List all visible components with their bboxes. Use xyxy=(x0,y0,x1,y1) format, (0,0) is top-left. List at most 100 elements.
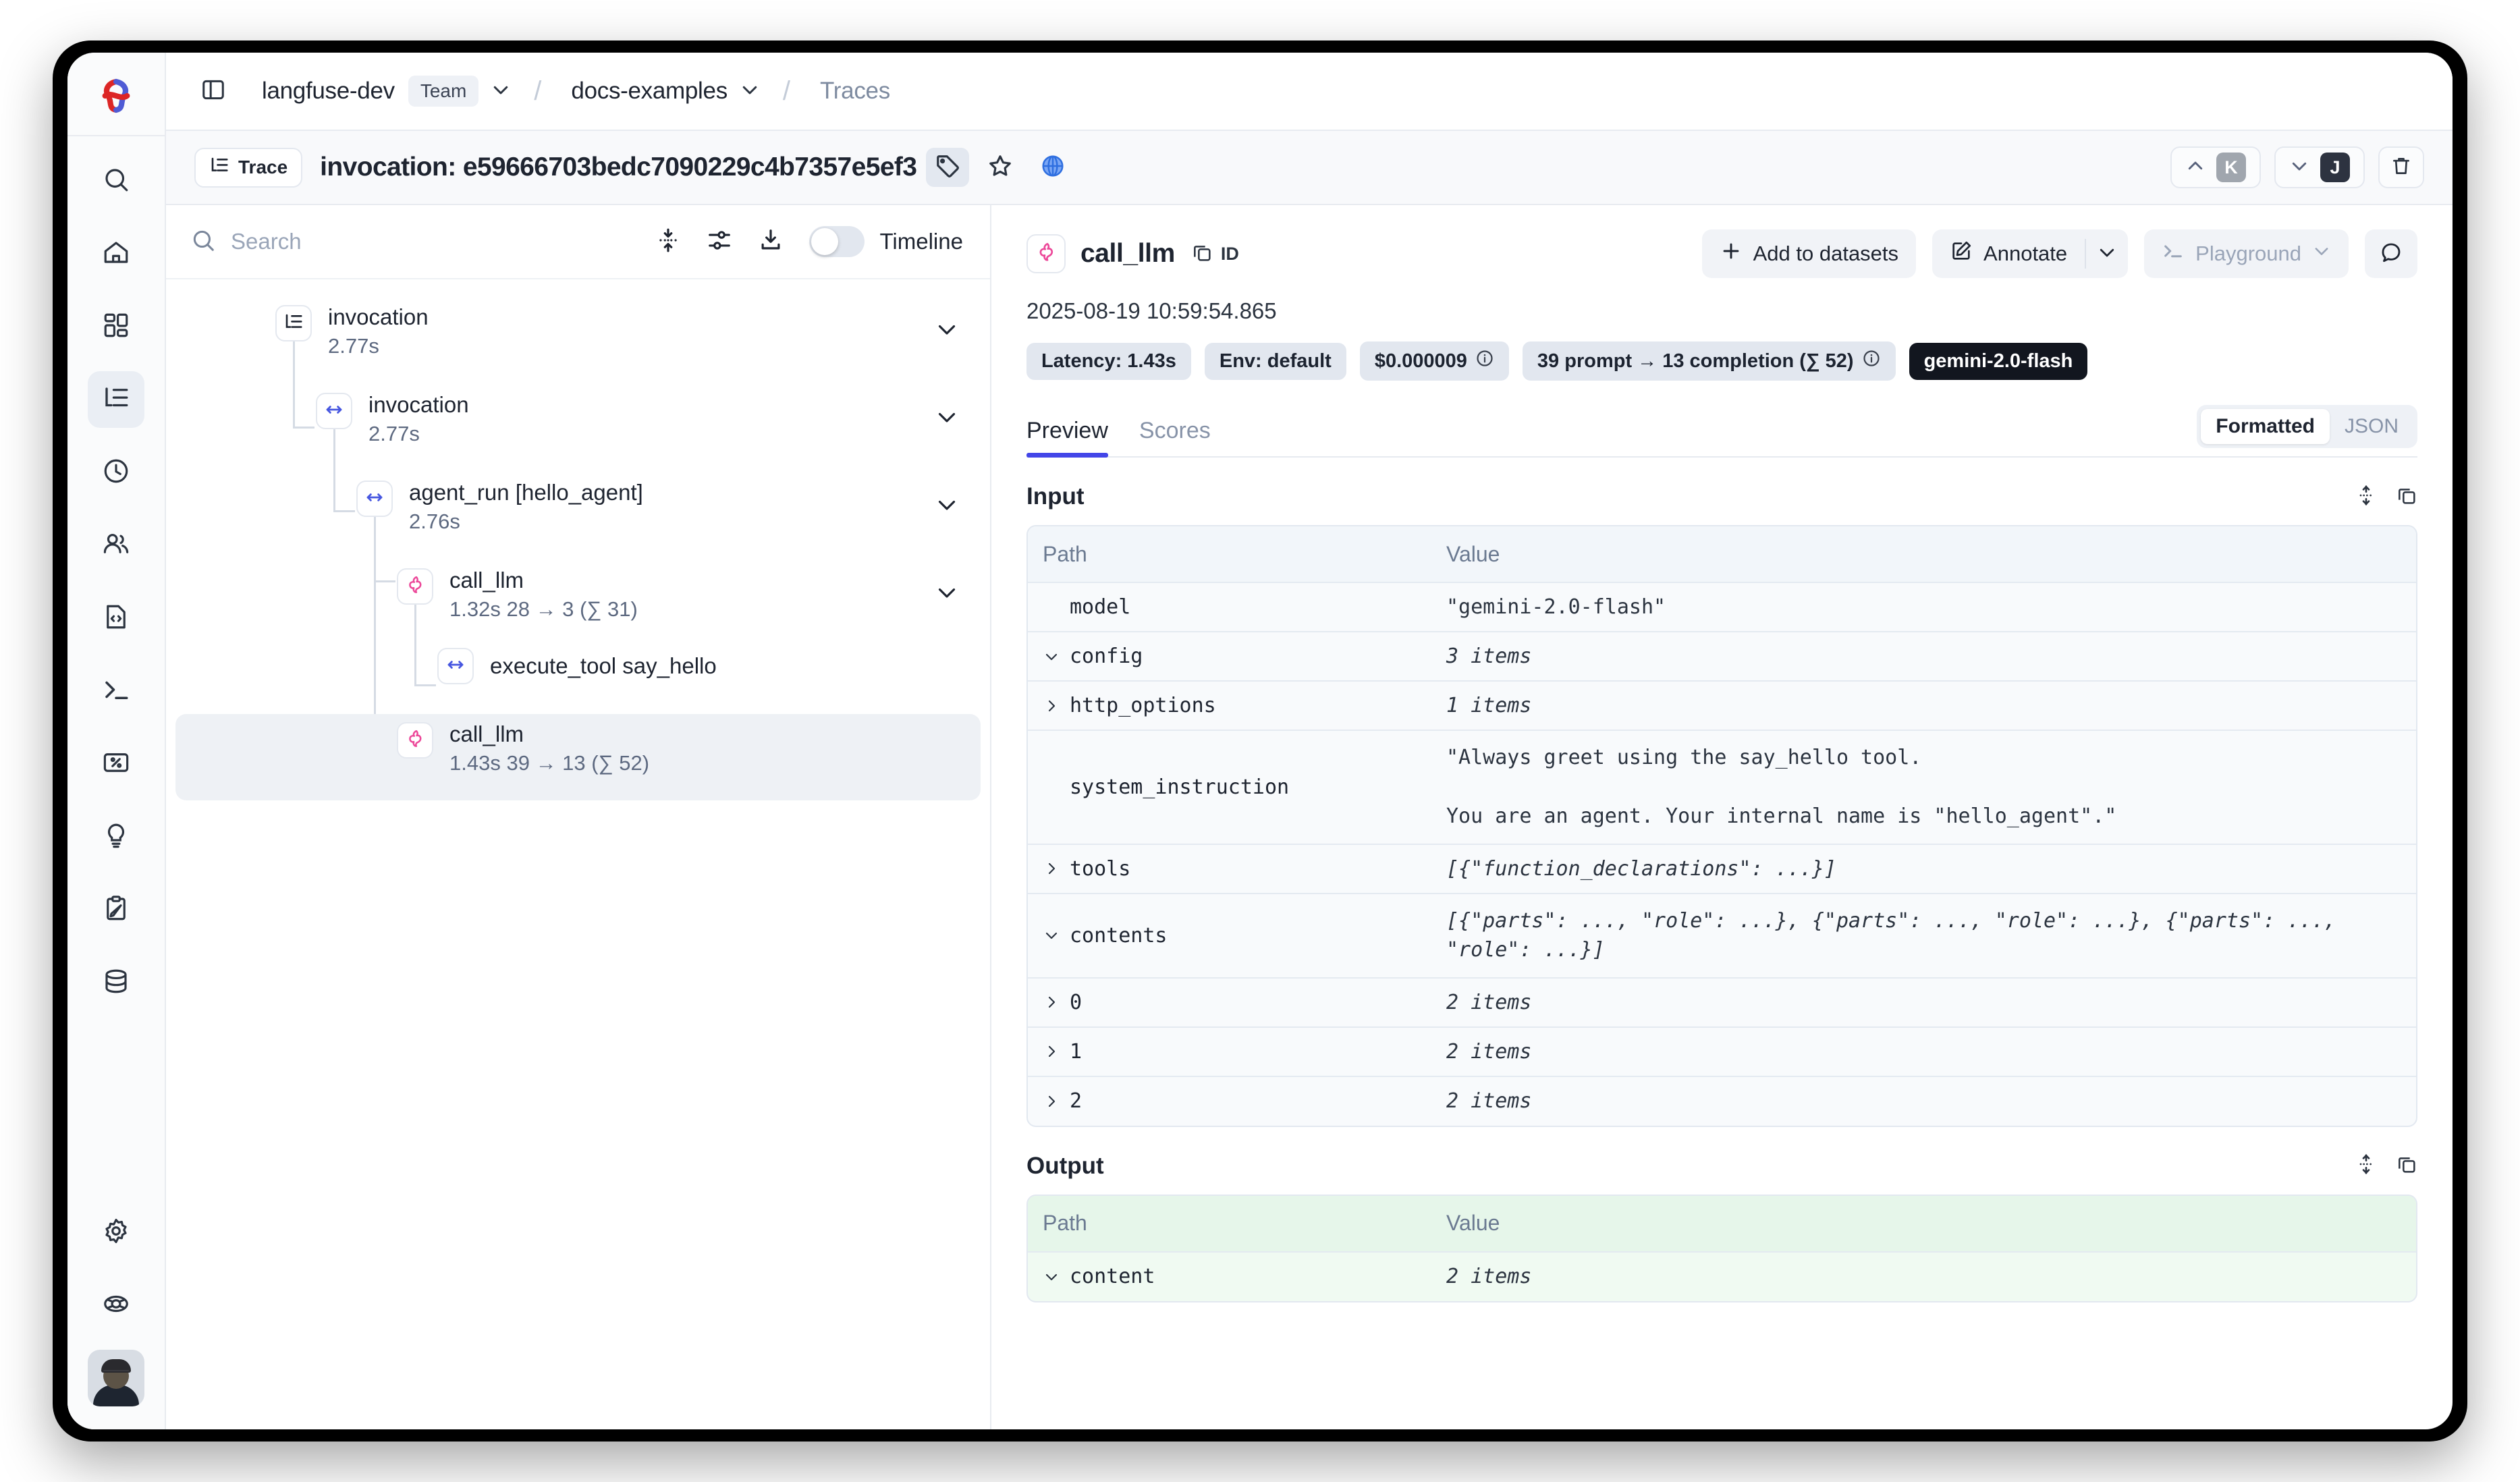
sidebar-item-playground[interactable] xyxy=(88,663,144,719)
tree-line xyxy=(333,510,355,512)
column-header-path: Path xyxy=(1042,541,1087,566)
breadcrumb-section[interactable]: Traces xyxy=(820,78,890,104)
chevron-down-icon[interactable] xyxy=(1043,649,1060,665)
sidebar-item-llm-as-judge[interactable] xyxy=(88,808,144,865)
node-expand-chevron[interactable] xyxy=(935,317,959,345)
percent-box-icon xyxy=(102,748,130,780)
node-meta: 2.77s xyxy=(368,422,420,446)
sidebar-item-settings[interactable] xyxy=(88,1204,144,1261)
sidebar-item-evaluation[interactable] xyxy=(88,736,144,792)
chevron-right-icon[interactable] xyxy=(1043,698,1060,714)
sidebar-toggle-button[interactable] xyxy=(194,72,232,110)
chevron-right-icon[interactable] xyxy=(1043,860,1060,877)
sidebar-item-support[interactable] xyxy=(88,1277,144,1334)
sidebar-item-tracing[interactable] xyxy=(88,371,144,428)
chevron-right-icon[interactable] xyxy=(1043,1093,1060,1109)
node-labels: invocation 2.77s xyxy=(368,392,469,446)
generation-icon xyxy=(1035,242,1057,267)
comment-icon xyxy=(2379,240,2403,268)
sidebar-item-sessions[interactable] xyxy=(88,444,144,501)
node-expand-chevron[interactable] xyxy=(935,493,959,520)
breadcrumb-org-chevron[interactable] xyxy=(491,80,511,103)
status-badge-model[interactable]: gemini-2.0-flash xyxy=(1909,342,2088,380)
chevron-right-icon[interactable] xyxy=(1043,994,1060,1010)
avatar[interactable] xyxy=(88,1350,144,1406)
cost-badge-label: $0.000009 xyxy=(1374,350,1467,372)
status-badge-environment: Env: default xyxy=(1204,342,1346,380)
breadcrumb-project[interactable]: docs-examples xyxy=(571,78,728,104)
tree-toolbar: Timeline xyxy=(166,205,990,279)
tree-node-call-llm-1[interactable]: call_llm 1.32s 28 → 3 (∑ 31) xyxy=(166,560,990,648)
comment-button[interactable] xyxy=(2365,229,2417,278)
span-arrows-icon xyxy=(324,400,344,423)
annotate-button[interactable]: Annotate xyxy=(1932,229,2085,278)
row-path: system_instruction xyxy=(1028,763,1433,811)
row-value: 2 items xyxy=(1446,990,1532,1014)
sidebar-item-users[interactable] xyxy=(88,517,144,574)
public-toggle-button[interactable] xyxy=(1031,148,1074,187)
chevron-down-icon xyxy=(935,588,959,607)
info-icon[interactable] xyxy=(1862,349,1881,373)
output-section-tools xyxy=(2355,1153,2417,1178)
row-path-label: 2 xyxy=(1069,1089,1083,1113)
chevron-down-icon[interactable] xyxy=(1043,1269,1060,1285)
next-trace-button[interactable]: J xyxy=(2274,146,2365,188)
tab-scores[interactable]: Scores xyxy=(1139,418,1211,443)
breadcrumb-project-chevron[interactable] xyxy=(740,80,760,103)
tab-preview[interactable]: Preview xyxy=(1026,418,1108,458)
add-to-datasets-button[interactable]: Add to datasets xyxy=(1701,229,1917,278)
delete-trace-button[interactable] xyxy=(2378,146,2424,188)
tree-node-execute-tool[interactable]: execute_tool say_hello xyxy=(166,648,990,707)
copy-id-button[interactable]: ID xyxy=(1191,242,1239,267)
collapse-all-button[interactable] xyxy=(647,221,689,263)
copy-icon[interactable] xyxy=(2396,1153,2417,1178)
tree-node-invocation-root[interactable]: invocation 2.77s xyxy=(166,297,990,385)
previous-trace-button[interactable]: K xyxy=(2170,146,2261,188)
node-meta: 1.43s 39 → 13 (∑ 52) xyxy=(449,751,650,775)
expand-vertical-icon[interactable] xyxy=(2355,1153,2377,1178)
main-split: Timeline xyxy=(166,205,2453,1429)
database-icon xyxy=(102,967,130,999)
trace-chip-label: Trace xyxy=(238,157,288,177)
format-option-formatted[interactable]: Formatted xyxy=(2201,409,2330,444)
tree-node-agent-run[interactable]: agent_run [hello_agent] 2.76s xyxy=(166,472,990,560)
tree-node-call-llm-2[interactable]: call_llm 1.43s 39 → 13 (∑ 52) xyxy=(175,714,981,800)
langfuse-logo[interactable] xyxy=(94,74,138,117)
generation-icon xyxy=(405,575,425,599)
rail-divider xyxy=(67,135,165,136)
detail-title-row: call_llm ID Add xyxy=(1026,228,2417,279)
generation-icon xyxy=(405,729,425,752)
sidebar-item-dashboards[interactable] xyxy=(88,298,144,355)
table-header-row: Path Value xyxy=(1027,1195,2416,1253)
sidebar-item-datasets[interactable] xyxy=(88,954,144,1011)
sidebar-item-search[interactable] xyxy=(88,153,144,209)
trace-type-chip[interactable]: Trace xyxy=(194,147,303,188)
playground-button[interactable]: Playground xyxy=(2144,229,2349,278)
timeline-toggle[interactable] xyxy=(809,226,865,257)
tree-settings-button[interactable] xyxy=(699,221,740,263)
download-button[interactable] xyxy=(750,221,792,263)
node-expand-chevron[interactable] xyxy=(935,405,959,433)
annotate-dropdown-button[interactable] xyxy=(2086,229,2128,278)
node-type-badge xyxy=(397,568,433,605)
chevron-down-icon xyxy=(2312,242,2331,266)
bookmark-button[interactable] xyxy=(979,148,1022,187)
clipboard-pen-icon xyxy=(102,894,130,926)
tree-line xyxy=(374,580,395,582)
tag-button[interactable] xyxy=(926,148,970,187)
expand-vertical-icon[interactable] xyxy=(2355,485,2377,510)
breadcrumb-org[interactable]: langfuse-dev xyxy=(262,78,395,104)
search-input[interactable] xyxy=(231,229,638,254)
format-option-json[interactable]: JSON xyxy=(2344,415,2399,437)
copy-icon[interactable] xyxy=(2396,485,2417,510)
node-expand-chevron[interactable] xyxy=(935,580,959,608)
input-section-tools xyxy=(2355,485,2417,510)
chevron-down-icon[interactable] xyxy=(1043,927,1060,943)
sidebar-item-home[interactable] xyxy=(88,225,144,282)
sidebar-item-prompts[interactable] xyxy=(88,590,144,647)
sidebar-item-annotation-queues[interactable] xyxy=(88,881,144,938)
info-icon[interactable] xyxy=(1475,349,1494,373)
tree-node-invocation-child[interactable]: invocation 2.77s xyxy=(166,385,990,472)
timeline-label: Timeline xyxy=(879,229,963,254)
chevron-right-icon[interactable] xyxy=(1043,1043,1060,1060)
